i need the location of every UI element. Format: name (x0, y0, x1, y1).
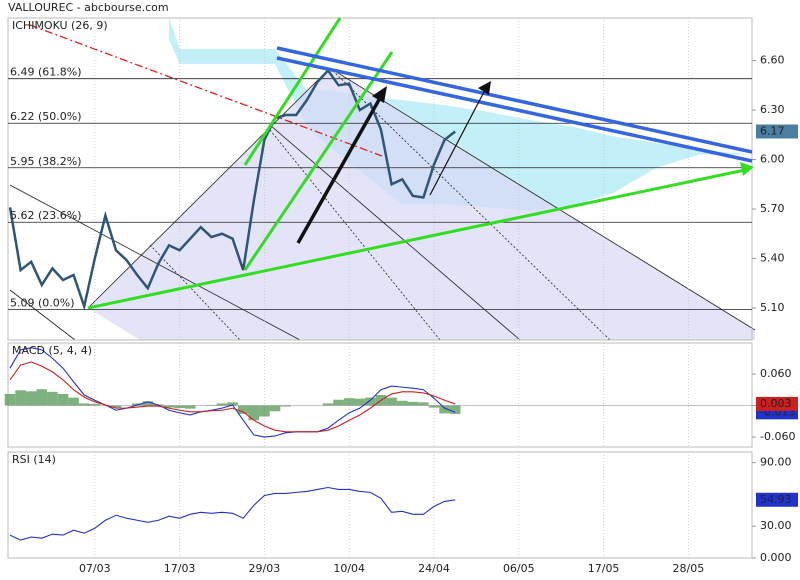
macd-histogram-bar (142, 401, 154, 406)
y-tick-label: -0.060 (760, 430, 795, 443)
macd-histogram-bar (47, 391, 58, 406)
fib-label: 6.22 (50.0%) (10, 110, 82, 123)
y-tick-label: 0.060 (760, 367, 792, 380)
fan-dotted (269, 129, 441, 341)
macd-histogram-bar (354, 398, 366, 406)
x-tick-label: 29/03 (249, 562, 281, 575)
y-tick-label: 90.00 (760, 456, 792, 469)
last-value-label: 54.93 (760, 493, 792, 506)
macd-histogram-bar (428, 405, 440, 408)
fan-dotted (329, 67, 611, 341)
fan-line (9, 184, 301, 341)
panels (4, 17, 756, 559)
chart-title: VALLOUREC - abcbourse.com (8, 1, 169, 14)
macd-histogram-bar (78, 403, 90, 406)
y-tick-label: 5.70 (760, 202, 785, 215)
x-tick-label: 07/03 (79, 562, 111, 575)
series-line (9, 347, 456, 438)
macd-histogram-bar (343, 398, 355, 406)
macd-histogram-bar (163, 405, 175, 408)
macd-histogram-bar (269, 405, 281, 412)
series-line (8, 68, 456, 311)
macd-histogram-bar (407, 401, 419, 406)
red-trend (29, 24, 383, 157)
x-tick-label: 17/03 (164, 562, 196, 575)
macd-histogram-bar (110, 405, 122, 408)
macd-histogram-bar (89, 403, 101, 406)
macd-histogram-bar (25, 391, 37, 406)
y-tick-label: 5.40 (760, 252, 785, 265)
last-value-label: 0.003 (760, 397, 792, 410)
x-tick-label: 10/04 (333, 562, 365, 575)
fib-label: 5.95 (38.2%) (10, 155, 82, 168)
green-trend (87, 168, 746, 310)
macd-histogram-bar (227, 402, 238, 406)
fan-line (87, 67, 331, 309)
x-tick-label: 17/05 (588, 562, 620, 575)
last-value-box (756, 492, 798, 507)
macd-histogram-bar (396, 400, 408, 406)
cloud-layer (169, 17, 752, 211)
fib-label: 5.62 (23.6%) (10, 209, 82, 222)
blue-channel (276, 56, 753, 163)
fan-line (329, 67, 756, 331)
blue-channel (276, 46, 753, 154)
y-tick-label: 0.000 (760, 551, 792, 564)
last-value-box (756, 396, 798, 411)
arrow-head (372, 86, 387, 103)
fib-label: 6.49 (61.8%) (10, 66, 82, 79)
macd-histogram-bar (15, 390, 26, 406)
fib-label: 5.09 (0.0%) (10, 297, 75, 310)
overlay (87, 17, 754, 310)
macd-histogram-bar (280, 405, 291, 407)
chart-subtitle: ICHIMOKU (26, 9) (12, 19, 108, 32)
green-trend (243, 17, 342, 166)
x-tick-label: 24/04 (418, 562, 450, 575)
y-tick-label: 5.10 (760, 301, 785, 314)
macd-histogram-bar (386, 397, 397, 406)
y-tick-label: 30.00 (760, 519, 792, 532)
macd-histogram-bar (36, 389, 48, 406)
macd-histogram-bar (248, 405, 260, 421)
green-trend (243, 51, 394, 271)
macd-histogram-bar (57, 393, 69, 406)
macd-histogram-bar (439, 405, 450, 414)
macd-histogram-bar (4, 393, 16, 406)
ichimoku-cloud (169, 17, 752, 211)
y-tick-label: 6.60 (760, 54, 785, 67)
panel-frame (7, 451, 753, 559)
fan-line (9, 289, 76, 341)
arrow-head (740, 162, 754, 176)
x-tick-label: 28/05 (673, 562, 705, 575)
macd-histogram-bar (174, 405, 185, 409)
fan-line (269, 124, 521, 341)
macd-histogram-bar (184, 405, 196, 409)
macd-histogram-bar (259, 405, 270, 417)
panel-frame (7, 17, 753, 341)
last-value-label: 6.17 (760, 124, 785, 137)
chart-title: RSI (14) (12, 453, 56, 466)
macd-histogram-bar (333, 399, 344, 406)
macd-histogram-bar (449, 405, 461, 414)
macd-histogram-bar (216, 403, 228, 406)
series-line (9, 361, 456, 433)
y-tick-label: 6.00 (760, 153, 785, 166)
labels: 5.10 5.40 5.70 6.00 6.30 6.60 VALLOUREC - abcb… (8, 1, 798, 575)
y-tick-label: 6.30 (760, 103, 785, 116)
black-arrow (296, 97, 382, 244)
series-line (9, 486, 456, 541)
macd-histogram-bar (237, 405, 249, 414)
macd-histogram-bar (68, 397, 79, 406)
x-tick-label: 06/05 (503, 562, 535, 575)
fan-dotted (149, 244, 241, 341)
macd-histogram-bar (365, 397, 376, 406)
chart-title: MACD (5, 4, 4) (12, 344, 92, 357)
last-value-box (756, 124, 798, 139)
macd-histogram-bar (322, 403, 334, 406)
thin-arrow (429, 89, 486, 196)
macd-histogram-bar (418, 402, 429, 406)
arrow-head (478, 81, 491, 95)
